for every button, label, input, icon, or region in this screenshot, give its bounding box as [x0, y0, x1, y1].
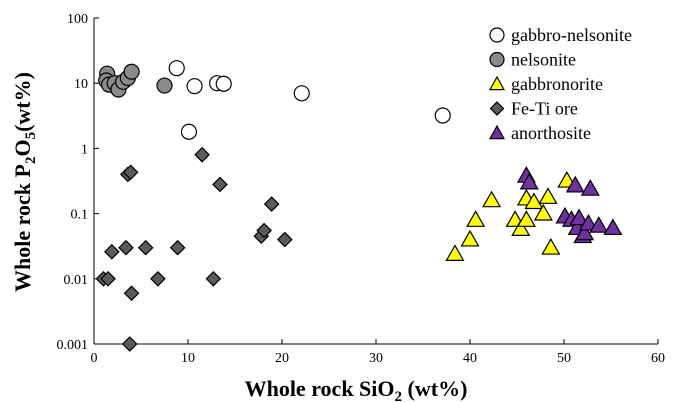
legend-label: nelsonite: [511, 50, 576, 70]
data-point: [104, 243, 120, 260]
y-tick-label: 0.001: [57, 338, 89, 353]
y-tick-label: 10: [74, 77, 88, 92]
data-point: [578, 213, 598, 231]
x-tick-label: 20: [275, 351, 289, 366]
data-point: [565, 175, 585, 193]
legend-item: gabbronorite: [488, 74, 603, 94]
data-point: [466, 210, 486, 227]
x-axis-label: Whole rock SiO2 (wt%): [245, 376, 468, 402]
data-point: [460, 229, 480, 247]
data-point: [293, 85, 310, 102]
x-tick-label: 0: [91, 351, 98, 366]
y-tick-label: 100: [67, 12, 88, 27]
legend-label: gabbronorite: [511, 74, 603, 94]
legend-item: nelsonite: [489, 50, 576, 70]
data-point: [121, 336, 138, 352]
legend-item: gabbro-nelsonite: [489, 25, 632, 45]
legend: gabbro-nelsonite nelsonite gabbronorite Fe-…: [488, 25, 632, 143]
data-point: [123, 63, 140, 80]
legend-marker: [489, 27, 505, 43]
data-point: [168, 60, 185, 77]
data-point: [150, 270, 166, 287]
data-point: [541, 237, 561, 255]
data-point: [194, 146, 210, 163]
data-point: [538, 187, 558, 204]
data-point: [445, 244, 465, 261]
data-point: [186, 78, 203, 95]
data-point: [122, 164, 139, 181]
data-point: [603, 218, 623, 236]
data-point: [118, 239, 134, 256]
legend-marker: [489, 101, 505, 116]
series-gabbronorite: [445, 170, 577, 261]
data-point: [511, 219, 531, 236]
data-point: [215, 75, 232, 92]
data-point: [519, 172, 539, 190]
data-point: [575, 223, 595, 241]
data-point: [589, 216, 609, 233]
y-tick-label: 0.1: [71, 208, 89, 223]
x-tick-label: 30: [369, 351, 383, 366]
data-point: [123, 285, 140, 302]
legend-marker: [488, 75, 506, 91]
data-point: [524, 192, 544, 210]
data-point: [212, 176, 228, 193]
y-tick-label: 1: [81, 142, 88, 157]
y-tick-label: 0.01: [64, 273, 89, 288]
legend-marker: [488, 124, 506, 140]
data-point: [205, 270, 222, 287]
series-fe-ti-ore: [95, 146, 293, 352]
y-axis-label: Whole rock P2O5(wt%): [10, 72, 39, 292]
series-anorthosite: [516, 166, 623, 244]
legend-item: anorthosite: [488, 123, 591, 143]
legend-label: Fe-Ti ore: [511, 99, 578, 119]
data-point: [180, 123, 198, 140]
data-point: [256, 222, 272, 239]
data-point: [169, 239, 186, 256]
data-point: [580, 179, 600, 196]
x-tick-label: 40: [463, 351, 477, 366]
x-tick-label: 60: [651, 351, 665, 366]
data-point: [156, 77, 173, 94]
series-gabbro-nelsonite: [168, 60, 451, 140]
data-point: [569, 208, 589, 226]
data-point: [516, 210, 536, 227]
data-point: [482, 190, 502, 208]
data-point: [434, 107, 451, 124]
data-point: [100, 270, 116, 287]
x-tick-label: 10: [181, 351, 195, 366]
legend-marker: [489, 51, 505, 68]
series-nelsonite: [98, 63, 173, 98]
data-point: [533, 203, 553, 221]
data-point: [263, 196, 280, 212]
data-point: [276, 231, 293, 248]
legend-label: gabbro-nelsonite: [511, 25, 632, 45]
x-tick-label: 50: [557, 351, 571, 366]
data-point: [137, 239, 154, 256]
legend-item: Fe-Ti ore: [489, 99, 578, 119]
legend-label: anorthosite: [511, 123, 591, 143]
